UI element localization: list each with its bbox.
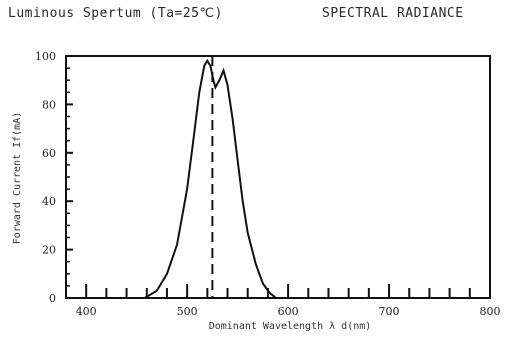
y-tick-label: 40	[42, 195, 56, 208]
y-tick-label: 100	[35, 50, 56, 63]
chart-title-left: Luminous Spertum (Ta=25℃)	[8, 6, 223, 21]
y-tick-label: 0	[49, 292, 56, 305]
x-axis-label: Dominant Wavelength λ d(nm)	[209, 321, 372, 332]
y-tick-label: 20	[42, 244, 56, 257]
x-tick-label: 800	[480, 305, 501, 318]
x-tick-label: 500	[177, 305, 198, 318]
spectrum-curve	[144, 58, 277, 299]
x-tick-label: 700	[379, 305, 400, 318]
y-tick-label: 60	[42, 147, 56, 160]
plot-frame	[65, 55, 491, 299]
y-tick-label: 80	[42, 98, 56, 111]
x-tick-label: 400	[76, 305, 97, 318]
y-axis-label: Forward Current If(mA)	[12, 112, 23, 244]
x-tick-label: 600	[278, 305, 299, 318]
chart-title-right: SPECTRAL RADIANCE	[322, 6, 464, 21]
